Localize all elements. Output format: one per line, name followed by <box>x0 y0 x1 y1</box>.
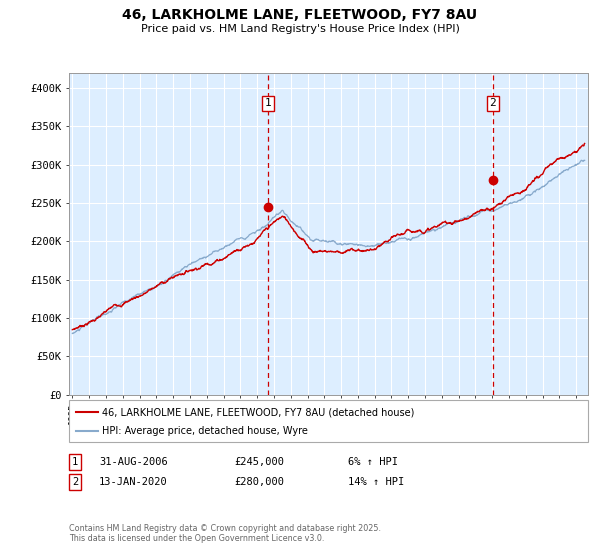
Text: Price paid vs. HM Land Registry's House Price Index (HPI): Price paid vs. HM Land Registry's House … <box>140 24 460 34</box>
Text: 46, LARKHOLME LANE, FLEETWOOD, FY7 8AU: 46, LARKHOLME LANE, FLEETWOOD, FY7 8AU <box>122 8 478 22</box>
Text: 2: 2 <box>72 477 78 487</box>
Text: 46, LARKHOLME LANE, FLEETWOOD, FY7 8AU (detached house): 46, LARKHOLME LANE, FLEETWOOD, FY7 8AU (… <box>102 407 415 417</box>
Text: 13-JAN-2020: 13-JAN-2020 <box>99 477 168 487</box>
Text: 2: 2 <box>490 99 496 109</box>
Text: 31-AUG-2006: 31-AUG-2006 <box>99 457 168 467</box>
Text: 14% ↑ HPI: 14% ↑ HPI <box>348 477 404 487</box>
Text: 1: 1 <box>72 457 78 467</box>
Text: HPI: Average price, detached house, Wyre: HPI: Average price, detached house, Wyre <box>102 426 308 436</box>
Text: £280,000: £280,000 <box>234 477 284 487</box>
Text: 1: 1 <box>265 99 272 109</box>
Text: 6% ↑ HPI: 6% ↑ HPI <box>348 457 398 467</box>
Text: Contains HM Land Registry data © Crown copyright and database right 2025.
This d: Contains HM Land Registry data © Crown c… <box>69 524 381 543</box>
Text: £245,000: £245,000 <box>234 457 284 467</box>
